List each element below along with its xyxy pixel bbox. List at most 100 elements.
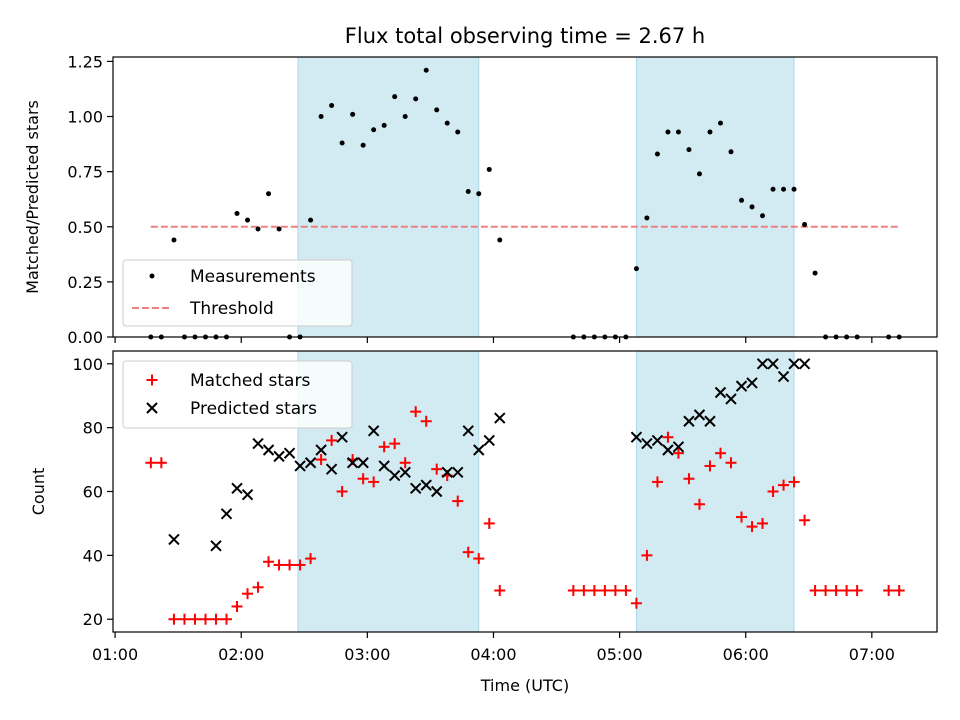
bottom-y-tick-label: 60 <box>83 483 103 502</box>
matched-star-point <box>210 613 222 625</box>
predicted-star-point-b <box>273 450 285 463</box>
matched-star-point <box>599 584 611 596</box>
measurement-point <box>633 266 639 272</box>
predicted-star-point <box>315 444 327 456</box>
predicted-star-point <box>725 393 737 405</box>
predicted-star-point-b <box>777 370 790 383</box>
ratio-panel: 0.00 0.25 0.50 0.75 1.00 1.25 Matched/Predict… <box>23 52 938 347</box>
predicted-star-point <box>693 409 706 421</box>
predicted-star-point-b <box>798 358 811 370</box>
count-panel: 20 40 60 80 100 01:00 02:00 03:00 04:00 05:00 06:… <box>29 350 938 695</box>
predicted-star-point-b <box>672 441 685 453</box>
matched-star-point <box>399 457 411 469</box>
predicted-star-point-b <box>494 412 506 424</box>
matched-star-point <box>462 546 474 558</box>
predicted-star-point-b <box>315 444 327 456</box>
predicted-star-point-b <box>725 393 737 405</box>
predicted-star-point <box>325 463 338 475</box>
predicted-star-point-b <box>483 434 495 447</box>
matched-star-point <box>420 415 432 427</box>
measurement-point <box>465 188 471 194</box>
matched-star-point <box>767 486 779 497</box>
x-tick-label: 07:00 <box>849 645 895 664</box>
x-tick-label: 06:00 <box>723 645 769 664</box>
matched-star-point <box>725 457 737 469</box>
matched-star-point <box>145 457 157 469</box>
measurement-point <box>749 204 755 210</box>
matched-star-point <box>431 463 443 475</box>
predicted-star-point-b <box>399 466 411 479</box>
measurement-point <box>739 197 745 203</box>
matched-star-point <box>704 460 716 472</box>
measurement-point <box>255 226 261 232</box>
measurement-point <box>423 67 429 73</box>
matched-star-point <box>378 441 390 453</box>
predicted-star-point-b <box>431 485 443 498</box>
matched-star-point <box>620 584 632 596</box>
predicted-star-point <box>767 358 779 370</box>
predicted-star-point <box>336 431 348 443</box>
matched-star-point <box>588 584 600 596</box>
predicted-star-point <box>777 370 790 383</box>
measurement-point <box>728 149 734 155</box>
predicted-star-point <box>346 457 359 469</box>
measurement-point <box>686 147 692 153</box>
predicted-star-point <box>220 508 233 520</box>
measurement-point <box>770 186 776 192</box>
matched-star-point <box>315 454 327 466</box>
predicted-star-point <box>304 457 317 469</box>
predicted-star-point-b <box>210 540 222 552</box>
predicted-star-point-b <box>409 482 422 495</box>
matched-star-point <box>609 584 621 596</box>
predicted-star-point <box>378 460 390 472</box>
measurement-point <box>665 129 671 135</box>
legend-label-predicted: Predicted stars <box>190 399 317 419</box>
legend-label-matched: Matched stars <box>190 371 310 391</box>
matched-star-point <box>473 553 485 565</box>
bottom-y-ticks: 20 40 60 80 100 <box>72 355 113 629</box>
matched-star-point <box>452 495 464 507</box>
x-axis-label: Time (UTC) <box>480 676 569 695</box>
predicted-star-point-b <box>651 434 664 447</box>
predicted-star-point-b <box>746 377 758 389</box>
predicted-star-point <box>367 425 380 437</box>
top-legend: Measurements Threshold <box>122 259 353 327</box>
matched-star-point <box>651 476 663 488</box>
matched-star-point <box>199 613 211 625</box>
bottom-legend-box <box>122 360 353 429</box>
matched-star-point <box>294 559 306 571</box>
predicted-star-point <box>462 425 474 437</box>
measurement-point <box>402 114 408 120</box>
measurement-point <box>350 111 356 117</box>
bottom-legend: Matched stars Predicted stars <box>122 360 353 429</box>
measurement-point <box>245 217 251 223</box>
matched-star-point <box>305 553 317 565</box>
predicted-star-point-b <box>641 437 653 450</box>
predicted-star-point <box>788 358 800 370</box>
measurement-point <box>171 237 177 243</box>
predicted-star-point <box>494 412 506 424</box>
matched-star-point <box>820 584 832 596</box>
measurement-point <box>360 142 366 148</box>
bottom-y-tick-label: 100 <box>72 355 103 374</box>
predicted-star-point <box>735 380 748 392</box>
matched-star-point <box>757 517 769 529</box>
predicted-star-point-b <box>336 431 348 443</box>
predicted-star-point <box>641 437 653 450</box>
measurement-point <box>434 107 440 113</box>
predicted-star-point <box>283 447 296 459</box>
measurement-point <box>234 211 240 217</box>
matched-star-point <box>178 613 190 625</box>
measurement-point <box>802 222 808 228</box>
predicted-star-point <box>483 434 495 447</box>
predicted-star-point-b <box>683 415 695 427</box>
predicted-star-point <box>409 482 422 495</box>
matched-star-point <box>746 521 758 533</box>
legend-marker-measurements <box>149 273 155 279</box>
matched-star-point <box>242 588 254 600</box>
measurement-point <box>476 191 482 197</box>
predicted-star-point <box>441 466 453 479</box>
measurement-point <box>455 129 461 135</box>
predicted-star-point <box>273 450 285 463</box>
